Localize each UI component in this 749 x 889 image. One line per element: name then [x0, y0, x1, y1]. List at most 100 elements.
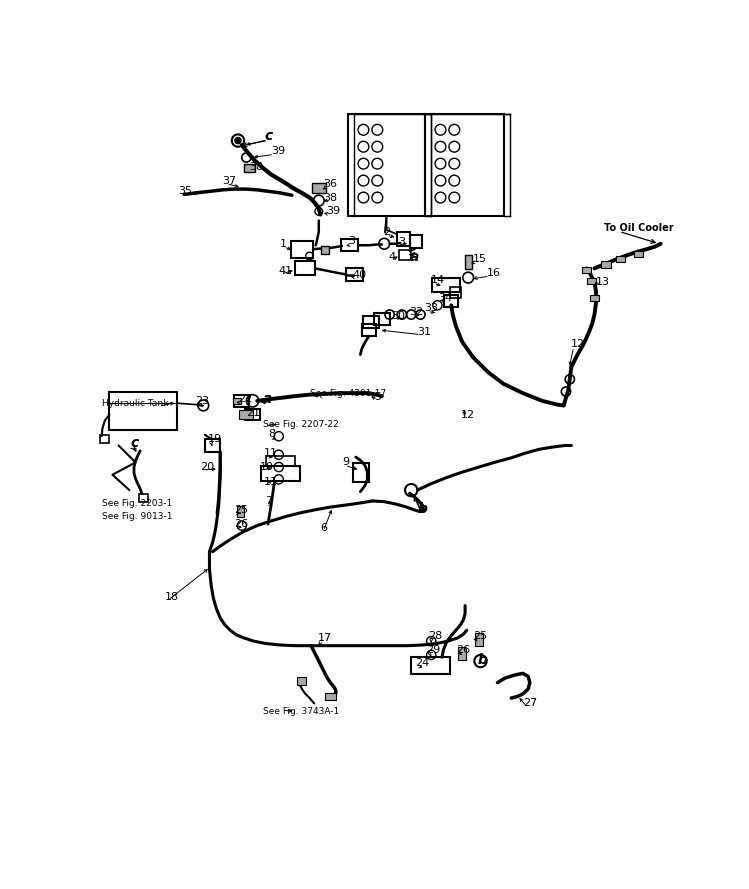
- Bar: [245, 409, 261, 420]
- Text: 15: 15: [473, 254, 487, 264]
- Bar: [425, 115, 503, 216]
- Text: 28: 28: [428, 631, 443, 642]
- Bar: [234, 397, 241, 404]
- Text: 40: 40: [353, 269, 367, 279]
- Text: 38: 38: [324, 193, 338, 203]
- Bar: [616, 256, 625, 262]
- Text: 34: 34: [438, 292, 452, 302]
- Bar: [139, 494, 148, 501]
- Text: See Fig. 3743A-1: See Fig. 3743A-1: [264, 708, 339, 717]
- Text: 2: 2: [383, 228, 390, 237]
- Text: 23: 23: [195, 396, 210, 405]
- Text: 11: 11: [264, 477, 277, 486]
- Text: a: a: [263, 392, 272, 406]
- Text: 10: 10: [259, 462, 273, 472]
- Text: 29: 29: [427, 645, 441, 655]
- Text: See Fig. 9013-1: See Fig. 9013-1: [102, 512, 172, 521]
- Text: 11: 11: [264, 448, 277, 458]
- Text: 41: 41: [279, 266, 293, 276]
- Text: 22: 22: [238, 395, 252, 404]
- Text: a: a: [410, 250, 419, 264]
- Text: 24: 24: [415, 659, 429, 669]
- Text: 18: 18: [165, 592, 179, 602]
- Bar: [325, 693, 336, 701]
- Bar: [295, 261, 315, 276]
- Bar: [109, 391, 177, 430]
- Text: 20: 20: [200, 462, 214, 472]
- Text: b: b: [417, 502, 427, 517]
- Bar: [399, 250, 410, 260]
- Bar: [354, 463, 369, 482]
- Text: 12: 12: [571, 339, 585, 348]
- Text: Hydraulic Tank: Hydraulic Tank: [102, 398, 168, 408]
- Bar: [261, 466, 300, 481]
- Bar: [396, 232, 410, 246]
- Text: 37: 37: [222, 176, 237, 186]
- Text: 30: 30: [391, 311, 405, 321]
- Text: 36: 36: [324, 179, 337, 188]
- Text: c: c: [265, 129, 273, 143]
- Bar: [363, 316, 379, 328]
- Bar: [582, 267, 592, 273]
- Bar: [450, 287, 461, 298]
- Bar: [444, 294, 458, 307]
- Text: 35: 35: [179, 187, 192, 196]
- Text: See Fig. 2207-22: See Fig. 2207-22: [264, 420, 339, 429]
- Text: 6: 6: [321, 523, 327, 533]
- Text: 25: 25: [234, 505, 248, 515]
- Text: 21: 21: [246, 408, 261, 418]
- Bar: [475, 633, 483, 645]
- Text: 39: 39: [327, 206, 341, 216]
- Bar: [240, 410, 253, 420]
- Bar: [237, 507, 243, 517]
- Bar: [297, 677, 306, 685]
- Text: b: b: [477, 653, 488, 667]
- Bar: [312, 182, 326, 193]
- Text: 8: 8: [268, 428, 275, 439]
- Text: 3: 3: [398, 237, 405, 247]
- Text: 7: 7: [265, 496, 272, 506]
- Text: 39: 39: [271, 147, 285, 156]
- Text: 25: 25: [473, 631, 487, 642]
- Text: 26: 26: [234, 519, 248, 529]
- Bar: [321, 246, 329, 253]
- Bar: [266, 456, 295, 466]
- Text: 38: 38: [249, 162, 264, 172]
- Text: 27: 27: [524, 699, 538, 709]
- Text: 33: 33: [424, 303, 438, 314]
- Bar: [100, 436, 109, 444]
- Bar: [590, 294, 599, 300]
- Text: 32: 32: [409, 308, 423, 317]
- Text: 19: 19: [208, 435, 222, 444]
- Text: 26: 26: [456, 645, 470, 654]
- Bar: [464, 255, 472, 269]
- Bar: [234, 395, 249, 406]
- Text: 31: 31: [417, 326, 431, 337]
- Text: 4: 4: [388, 252, 395, 262]
- Bar: [348, 115, 425, 216]
- Text: 9: 9: [342, 458, 349, 468]
- Text: 17: 17: [318, 633, 332, 643]
- Bar: [346, 268, 363, 281]
- Text: See Fig. 4301-17: See Fig. 4301-17: [309, 389, 386, 398]
- Bar: [362, 324, 376, 336]
- Text: c: c: [130, 436, 139, 450]
- Text: To Oil Cooler: To Oil Cooler: [604, 223, 673, 233]
- Bar: [634, 251, 643, 257]
- Text: See Fig. 2203-1: See Fig. 2203-1: [102, 499, 172, 508]
- Text: 3: 3: [348, 236, 355, 246]
- Bar: [244, 164, 255, 172]
- Circle shape: [235, 138, 241, 144]
- Text: 13: 13: [596, 277, 610, 287]
- Bar: [374, 313, 389, 325]
- Text: 14: 14: [431, 275, 445, 285]
- Bar: [411, 657, 449, 674]
- Bar: [204, 438, 220, 453]
- Bar: [341, 239, 358, 252]
- Bar: [458, 647, 466, 660]
- Bar: [291, 242, 312, 259]
- Text: 16: 16: [487, 268, 500, 278]
- Text: 12: 12: [461, 410, 475, 420]
- Text: 5: 5: [374, 392, 381, 402]
- Bar: [586, 277, 596, 284]
